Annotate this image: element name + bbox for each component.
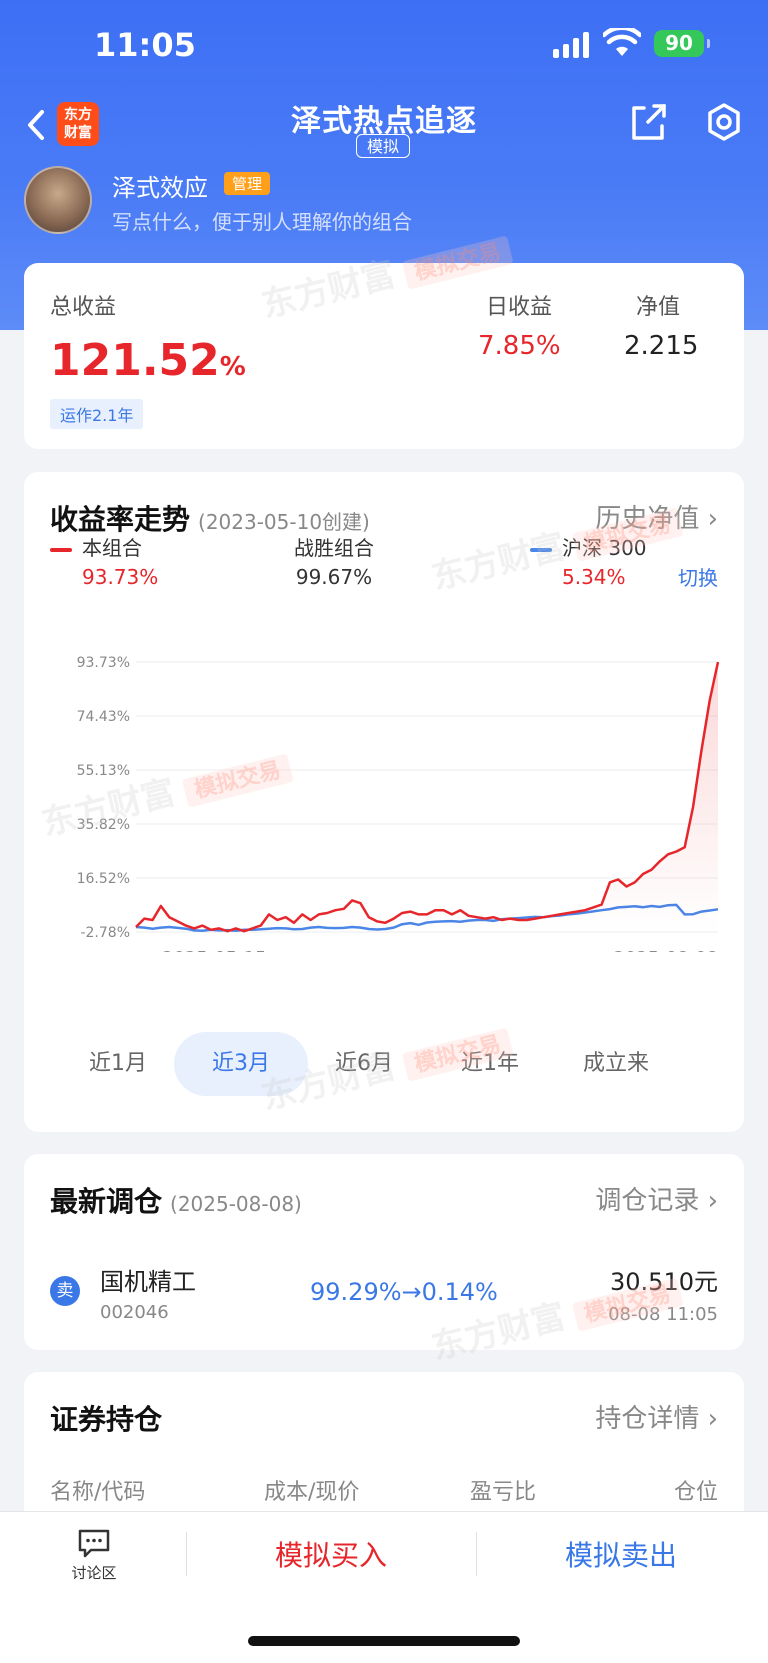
sell-badge: 卖 xyxy=(50,1276,80,1306)
col-cost-price: 成本/现价 xyxy=(264,1480,360,1505)
period-tab-1y[interactable]: 近1年 xyxy=(461,1051,519,1076)
period-tabs: 近1月 近3月 近6月 近1年 成立来 xyxy=(24,1032,744,1096)
home-indicator xyxy=(248,1636,520,1646)
gear-icon[interactable] xyxy=(704,102,744,142)
share-icon[interactable] xyxy=(628,102,668,142)
signal-icon xyxy=(553,30,589,58)
y-tick-label: -2.78% xyxy=(80,925,130,941)
holdings-detail-link[interactable]: 持仓详情 › xyxy=(595,1404,718,1434)
rebalance-history-link[interactable]: 调仓记录 › xyxy=(595,1186,718,1216)
divider xyxy=(476,1532,477,1576)
legend-hs300-swatch xyxy=(530,547,552,552)
y-tick-label: 16.52% xyxy=(77,871,130,887)
rebalance-title: 最新调仓 (2025-08-08) xyxy=(50,1185,302,1218)
x-tick-label: 2025-05-15 xyxy=(162,948,267,952)
trade-price: 30.510元 xyxy=(610,1268,718,1296)
legend-portfolio-value: 93.73% xyxy=(82,565,159,589)
period-tab-inception[interactable]: 成立来 xyxy=(582,1051,649,1076)
status-time: 11:05 xyxy=(94,26,196,64)
legend-portfolio-swatch xyxy=(50,547,72,552)
simulate-buy-button[interactable]: 模拟买入 xyxy=(274,1539,387,1572)
user-name: 泽式效应 xyxy=(112,174,208,202)
chevron-right-icon: › xyxy=(707,504,718,534)
discussion-label: 讨论区 xyxy=(71,1564,117,1582)
legend-hs300: 沪深 300 5.34% xyxy=(530,532,647,589)
nav-bar: 东方 财富 泽式热点追逐 模拟 xyxy=(0,90,768,160)
position-change: 99.29%→0.14% xyxy=(310,1278,498,1306)
y-tick-label: 74.43% xyxy=(77,709,130,725)
return-summary-card: 总收益 121.52% 运作2.1年 日收益 7.85% 净值 2.215 xyxy=(24,263,744,449)
history-nav-link[interactable]: 历史净值 › xyxy=(595,504,718,534)
legend-beat-value: 99.67% xyxy=(295,565,373,589)
status-bar: 11:05 90 xyxy=(0,0,768,90)
col-position: 仓位 xyxy=(673,1480,718,1505)
period-tab-1m[interactable]: 近1月 xyxy=(89,1051,147,1076)
user-row: 泽式效应 管理 写点什么，便于别人理解你的组合 xyxy=(24,166,744,236)
legend-hs300-value: 5.34% xyxy=(562,565,626,589)
return-line-chart[interactable]: 93.73% 74.43% 55.13% 35.82% 16.52% -2.78% 2025… xyxy=(24,652,744,952)
daily-return-label: 日收益 xyxy=(486,295,553,320)
bottom-action-bar: 讨论区 模拟买入 模拟卖出 xyxy=(0,1511,768,1663)
col-name-code: 名称/代码 xyxy=(50,1480,146,1505)
portfolio-line xyxy=(135,661,720,933)
chat-icon xyxy=(78,1529,110,1558)
avatar[interactable] xyxy=(24,166,92,234)
chevron-right-icon: › xyxy=(707,1186,718,1216)
y-tick-label: 93.73% xyxy=(77,655,130,671)
y-tick-label: 35.82% xyxy=(77,817,130,833)
stock-code: 002046 xyxy=(100,1302,169,1323)
admin-badge: 管理 xyxy=(224,172,271,195)
total-return-value: 121.52% xyxy=(50,335,246,386)
period-tab-3m[interactable]: 近3月 xyxy=(174,1032,308,1096)
y-tick-label: 55.13% xyxy=(77,763,130,779)
portfolio-area xyxy=(136,662,718,932)
simulate-sell-button[interactable]: 模拟卖出 xyxy=(564,1539,677,1572)
total-return-label: 总收益 xyxy=(50,295,117,320)
latest-rebalance-card: 最新调仓 (2025-08-08) 调仓记录 › 卖 国机精工 002046 99… xyxy=(24,1154,744,1350)
period-tab-6m[interactable]: 近6月 xyxy=(335,1051,393,1076)
simulation-tag: 模拟 xyxy=(356,134,410,158)
discussion-button[interactable]: 讨论区 xyxy=(64,1528,124,1583)
nav-value: 2.215 xyxy=(624,331,699,361)
holdings-title: 证券持仓 xyxy=(50,1403,163,1436)
legend-beat: 战胜组合 99.67% xyxy=(294,536,374,589)
col-pnl-ratio: 盈亏比 xyxy=(470,1480,537,1505)
trend-title: 收益率走势 (2023-05-10创建) xyxy=(50,503,370,536)
switch-benchmark-link[interactable]: 切换 xyxy=(678,566,718,590)
chevron-right-icon: › xyxy=(707,1404,718,1434)
trade-time: 08-08 11:05 xyxy=(608,1304,718,1325)
wifi-icon xyxy=(603,28,641,56)
stock-name: 国机精工 xyxy=(100,1268,196,1296)
nav-label: 净值 xyxy=(636,295,681,320)
return-trend-card: 收益率走势 (2023-05-10创建) 历史净值 › 本组合 93.73% 战胜… xyxy=(24,472,744,1132)
page-title: 泽式热点追逐 xyxy=(291,104,477,139)
back-icon[interactable] xyxy=(22,108,52,142)
divider xyxy=(186,1532,187,1576)
x-tick-label: 2025-08-08 xyxy=(613,948,718,952)
running-duration-tag: 运作2.1年 xyxy=(50,399,144,429)
legend-portfolio: 本组合 93.73% xyxy=(50,532,158,589)
battery-icon: 90 xyxy=(654,30,710,57)
portfolio-description[interactable]: 写点什么，便于别人理解你的组合 xyxy=(112,210,412,234)
app-logo: 东方 财富 xyxy=(57,102,99,146)
daily-return-value: 7.85% xyxy=(478,331,561,361)
